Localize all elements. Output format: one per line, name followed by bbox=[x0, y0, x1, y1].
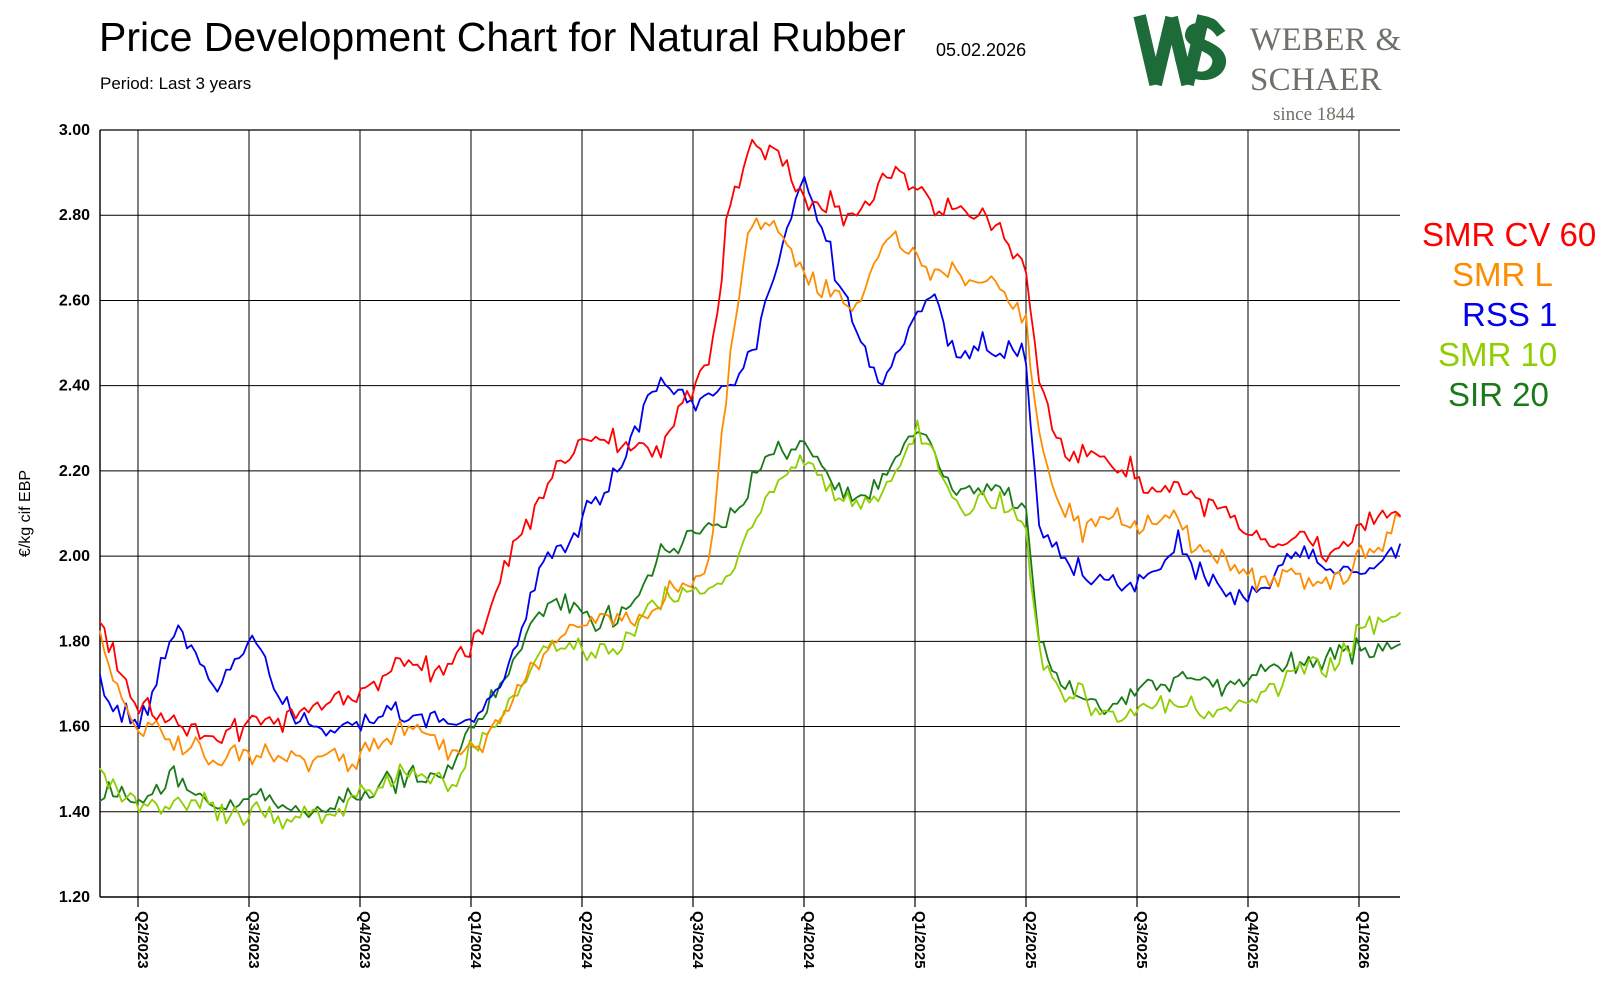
svg-text:2.00: 2.00 bbox=[59, 548, 90, 565]
svg-text:1.20: 1.20 bbox=[59, 889, 90, 906]
svg-text:Q1/2026: Q1/2026 bbox=[1355, 911, 1372, 969]
svg-text:2.20: 2.20 bbox=[59, 463, 90, 480]
svg-text:Q4/2024: Q4/2024 bbox=[800, 911, 817, 969]
svg-text:€/kg cif EBP: €/kg cif EBP bbox=[17, 470, 34, 557]
svg-text:1.80: 1.80 bbox=[59, 633, 90, 650]
svg-text:Q3/2024: Q3/2024 bbox=[689, 911, 706, 969]
svg-text:Q1/2024: Q1/2024 bbox=[467, 911, 484, 969]
svg-text:Q1/2025: Q1/2025 bbox=[911, 911, 928, 969]
svg-text:Q2/2025: Q2/2025 bbox=[1022, 911, 1039, 969]
svg-text:3.00: 3.00 bbox=[59, 122, 90, 139]
svg-text:Q4/2025: Q4/2025 bbox=[1244, 911, 1261, 969]
svg-text:1.40: 1.40 bbox=[59, 804, 90, 821]
svg-text:1.60: 1.60 bbox=[59, 719, 90, 736]
svg-text:Q3/2025: Q3/2025 bbox=[1133, 911, 1150, 969]
svg-text:Q3/2023: Q3/2023 bbox=[245, 911, 262, 969]
svg-text:Q2/2023: Q2/2023 bbox=[134, 911, 151, 969]
svg-text:2.60: 2.60 bbox=[59, 292, 90, 309]
svg-text:Q4/2023: Q4/2023 bbox=[356, 911, 373, 969]
svg-text:2.40: 2.40 bbox=[59, 378, 90, 395]
svg-text:2.80: 2.80 bbox=[59, 207, 90, 224]
svg-text:Q2/2024: Q2/2024 bbox=[578, 911, 595, 969]
